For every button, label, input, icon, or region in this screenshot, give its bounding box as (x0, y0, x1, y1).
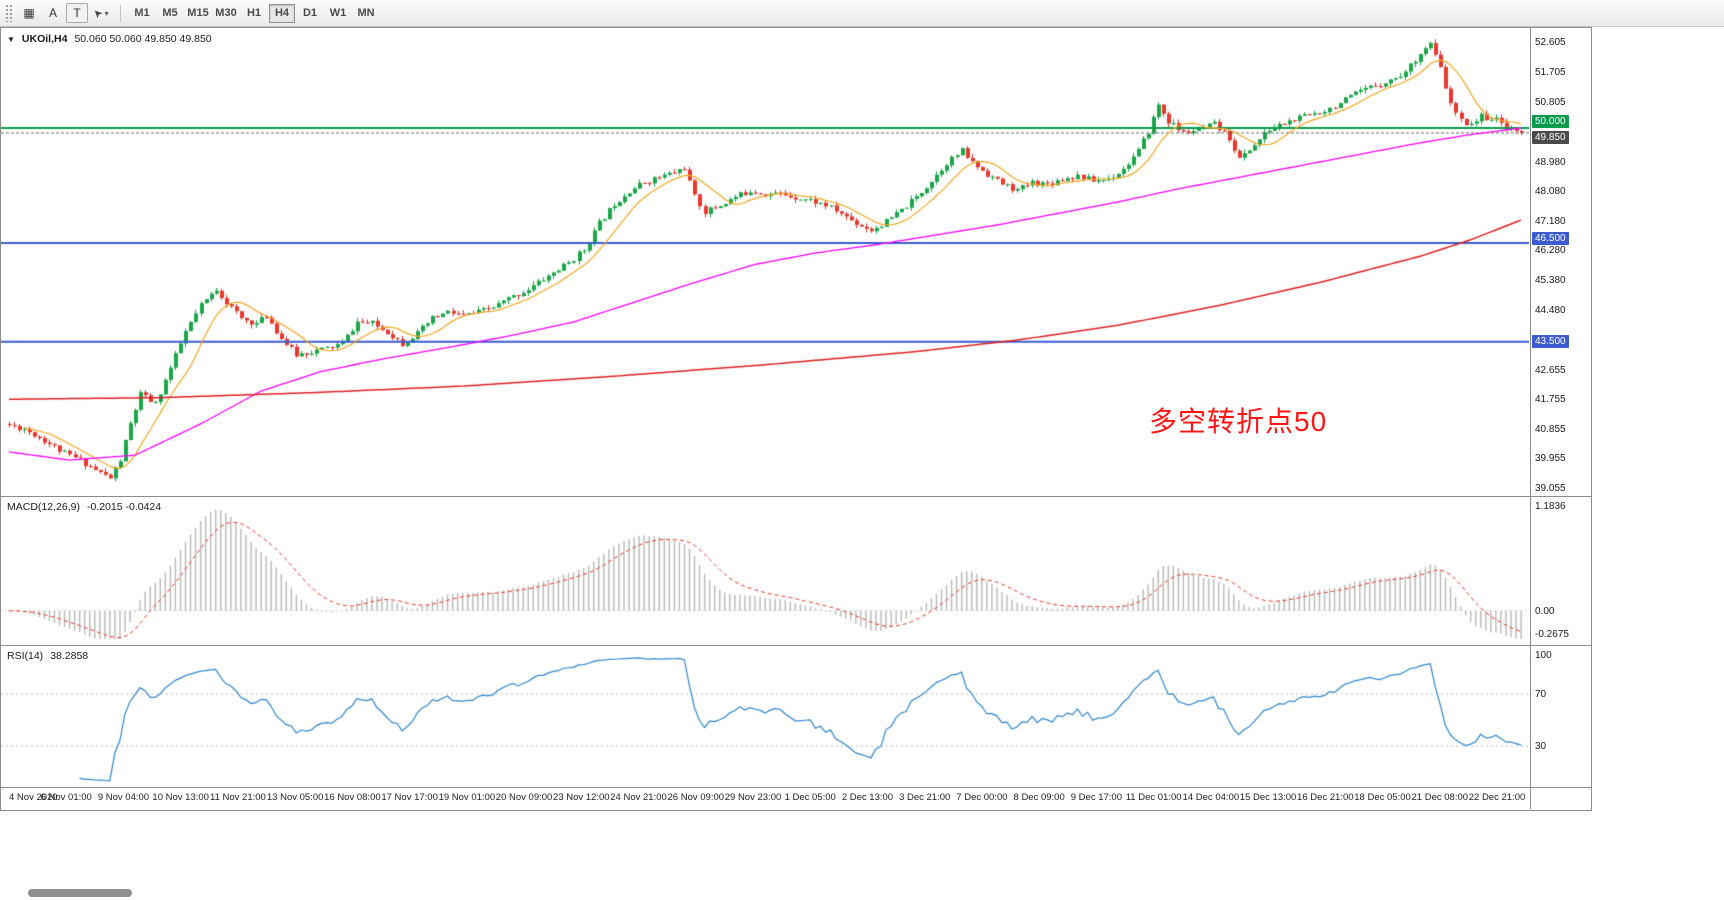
time-axis-label: 17 Nov 17:00 (381, 792, 438, 803)
time-axis-label: 6 Nov 01:00 (40, 792, 92, 803)
toolbar: ▦ A T ➤ ▾ M1 M5 M15 M30 H1 H4 D1 W1 MN (0, 0, 1724, 27)
time-axis-label: 21 Dec 08:00 (1411, 792, 1469, 803)
price-axis-label: 45.380 (1535, 274, 1566, 286)
chart-ohlc-values: 50.060 50.060 49.850 49.850 (74, 33, 212, 45)
timeframe-button-m30[interactable]: M30 (215, 7, 237, 19)
chevron-down-icon: ▾ (104, 8, 109, 18)
grid-tool-button[interactable]: ▦ (23, 6, 35, 20)
macd-axis[interactable]: 1.1836 0.00 -0.2675 (1530, 497, 1591, 645)
panel-divider-2[interactable] (1, 645, 1591, 646)
macd-axis-label: 1.1836 (1535, 501, 1566, 513)
macd-axis-label: 0.00 (1535, 605, 1555, 617)
price-axis-label: 44.480 (1535, 304, 1566, 316)
price-badge: 43.500 (1532, 334, 1569, 348)
time-axis-label: 9 Dec 17:00 (1070, 792, 1122, 803)
price-axis-label: 51.705 (1535, 66, 1566, 78)
price-axis-label: 40.855 (1535, 423, 1566, 435)
macd-axis-label: -0.2675 (1535, 629, 1569, 641)
time-axis-label: 11 Nov 21:00 (210, 792, 266, 803)
timeframe-button-h4[interactable]: H4 (269, 3, 295, 23)
time-axis-label: 13 Nov 05:00 (266, 792, 324, 803)
time-axis-corner (1530, 788, 1591, 809)
macd-values: -0.2015 -0.0424 (86, 501, 162, 513)
chart-title: ▼ UKOil,H4 50.060 50.060 49.850 49.850 (7, 33, 212, 45)
price-axis-label: 52.605 (1535, 37, 1566, 49)
price-axis-label: 50.805 (1535, 96, 1566, 108)
macd-name: MACD(12,26,9) (7, 501, 80, 513)
price-axis-label: 39.955 (1535, 453, 1566, 465)
label-tool-button[interactable]: T (66, 3, 88, 23)
time-axis-label: 2 Dec 13:00 (841, 792, 894, 803)
time-axis-label: 10 Nov 13:00 (152, 792, 209, 803)
timeframe-buttons: M1 M5 M15 M30 H1 H4 D1 W1 MN (128, 3, 380, 23)
chart-dropdown-icon[interactable]: ▼ (7, 34, 15, 44)
time-axis-label: 20 Nov 09:00 (495, 792, 553, 803)
macd-panel: MACD(12,26,9) -0.2015 -0.0424 1.1836 0.00… (1, 497, 1591, 645)
price-axis-label: 48.080 (1535, 186, 1566, 198)
price-axis-label: 39.055 (1535, 482, 1566, 494)
price-axis-label: 47.180 (1535, 215, 1566, 227)
time-axis[interactable]: 4 Nov 2020 6 Nov 01:00 9 Nov 04:00 10 Nov 1… (1, 788, 1591, 809)
macd-canvas[interactable] (1, 497, 1529, 645)
price-badge: 49.850 (1532, 130, 1569, 144)
rsi-value: 38.2858 (50, 650, 89, 662)
rsi-axis-label: 70 (1535, 689, 1547, 700)
macd-label: MACD(12,26,9) -0.2015 -0.0424 (7, 501, 161, 513)
time-axis-label: 9 Nov 04:00 (97, 792, 150, 803)
rsi-axis[interactable]: 100 70 30 (1530, 646, 1591, 787)
price-badge: 46.500 (1532, 232, 1569, 246)
rsi-name: RSI(14) (7, 650, 44, 662)
time-axis-label: 14 Dec 04:00 (1182, 792, 1240, 803)
rsi-axis-label: 30 (1535, 741, 1547, 752)
time-axis-label: 11 Dec 01:00 (1125, 792, 1182, 803)
timeframe-button-h1[interactable]: H1 (246, 7, 262, 19)
price-axis-label: 41.755 (1535, 394, 1566, 406)
time-axis-label: 3 Dec 21:00 (899, 792, 951, 803)
chart-symbol-label: UKOil,H4 (21, 33, 68, 45)
time-axis-label: 4 Nov 2020 (9, 792, 58, 803)
chart-annotation: 多空转折点50 (1149, 406, 1328, 437)
price-axis-label: 46.280 (1535, 245, 1566, 257)
timeframe-button-mn[interactable]: MN (357, 7, 375, 19)
rsi-panel: RSI(14) 38.2858 100 70 30 (1, 646, 1591, 787)
time-axis-label: 16 Nov 08:00 (324, 792, 381, 803)
time-axis-label: 7 Dec 00:00 (956, 792, 1008, 803)
text-tool-button[interactable]: A (48, 6, 57, 20)
rsi-axis-label: 100 (1535, 650, 1552, 661)
rsi-label: RSI(14) 38.2858 (7, 650, 88, 662)
time-axis-label: 26 Nov 09:00 (667, 792, 725, 803)
panel-divider-1[interactable] (1, 496, 1591, 497)
cursor-tool-button[interactable]: ➤ ▾ (90, 3, 112, 23)
rsi-canvas[interactable] (1, 646, 1529, 787)
time-axis-label: 16 Dec 21:00 (1297, 792, 1354, 803)
timeframe-button-m5[interactable]: M5 (162, 7, 178, 19)
panel-divider-3[interactable] (1, 787, 1591, 788)
time-axis-label: 29 Nov 23:00 (724, 792, 782, 803)
time-axis-label: 23 Nov 12:00 (553, 792, 610, 803)
time-axis-label: 15 Dec 13:00 (1239, 792, 1297, 803)
price-axis[interactable]: 52.605 51.705 50.805 48.980 48.080 47.180 46.2… (1530, 28, 1591, 496)
timeframe-button-m15[interactable]: M15 (187, 7, 209, 19)
main-chart-canvas[interactable] (1, 28, 1529, 496)
main-chart-panel: ▼ UKOil,H4 50.060 50.060 49.850 49.850 多… (1, 28, 1591, 496)
time-axis-label: 24 Nov 21:00 (610, 792, 667, 803)
price-axis-label: 42.655 (1535, 364, 1566, 376)
cursor-icon: ➤ (90, 5, 106, 21)
toolbar-separator (120, 4, 121, 22)
price-badge: 50.000 (1532, 115, 1569, 128)
timeframe-button-w1[interactable]: W1 (329, 7, 347, 19)
time-axis-label: 19 Nov 01:00 (438, 792, 496, 803)
time-axis-label: 8 Dec 09:00 (1013, 792, 1065, 803)
time-axis-label: 18 Dec 05:00 (1354, 792, 1411, 803)
timeframe-button-d1[interactable]: D1 (302, 7, 318, 19)
price-axis-label: 48.980 (1535, 156, 1566, 168)
chart-window: ▼ UKOil,H4 50.060 50.060 49.850 49.850 多… (0, 27, 1592, 811)
toolbar-grip[interactable] (5, 4, 13, 22)
timeframe-button-m1[interactable]: M1 (134, 7, 150, 19)
time-axis-label: 22 Dec 21:00 (1468, 792, 1526, 803)
horizontal-scrollbar-thumb[interactable] (28, 889, 132, 897)
time-axis-label: 1 Dec 05:00 (784, 792, 836, 803)
